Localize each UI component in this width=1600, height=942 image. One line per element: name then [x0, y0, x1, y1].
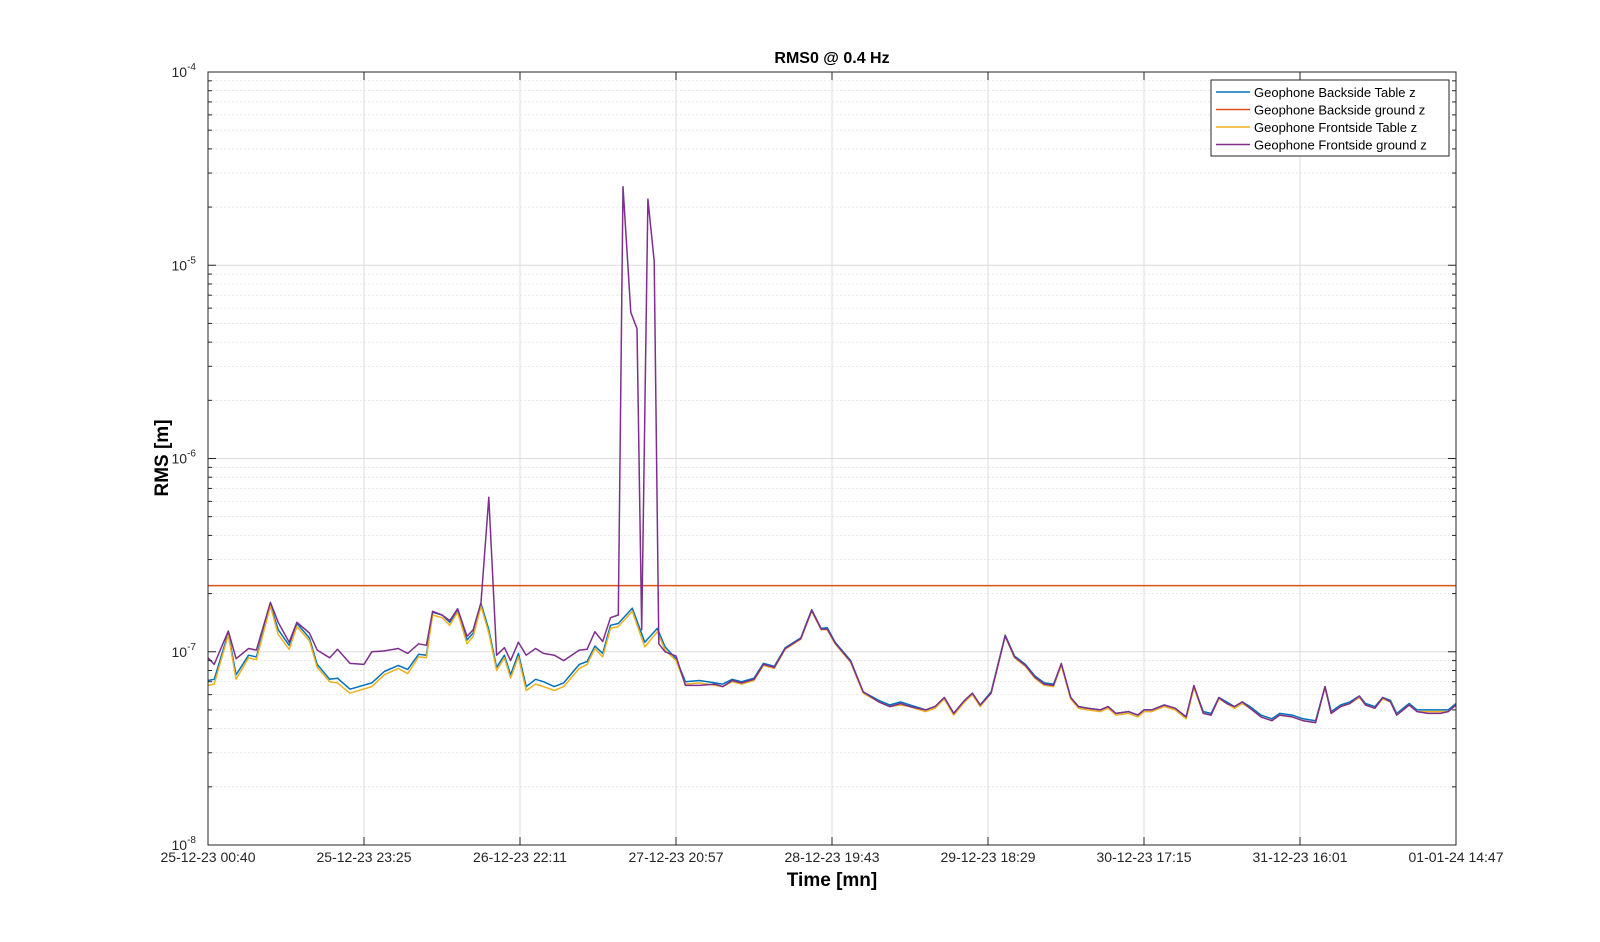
legend-box — [1210, 79, 1450, 157]
legend-label: Geophone Backside ground z — [1254, 103, 1425, 118]
legend-entry: Geophone Frontside ground z — [1216, 138, 1427, 153]
x-tick-label: 25-12-23 00:40 — [161, 849, 256, 865]
x-axis-label: Time [mn] — [787, 870, 877, 891]
legend-label: Geophone Frontside Table z — [1254, 120, 1417, 135]
y-tick-label: 10-4 — [172, 62, 197, 80]
x-tick-label: 25-12-23 23:25 — [317, 849, 412, 865]
y-tick-label: 10-5 — [172, 255, 197, 273]
legend: Geophone Backside Table z Geophone Backs… — [1210, 79, 1450, 157]
x-tick-label: 29-12-23 18:29 — [941, 849, 1036, 865]
x-tick-label: 28-12-23 19:43 — [785, 849, 880, 865]
legend-label: Geophone Frontside ground z — [1254, 138, 1427, 153]
series-line-4 — [208, 185, 1456, 724]
legend-entry: Geophone Backside Table z — [1216, 85, 1416, 100]
chart-title: RMS0 @ 0.4 Hz — [774, 50, 889, 67]
series-lines — [208, 185, 1456, 724]
ticks — [207, 71, 1457, 846]
x-tick-label: 30-12-23 17:15 — [1097, 849, 1192, 865]
legend-entry: Geophone Frontside Table z — [1216, 120, 1417, 135]
legend-entry: Geophone Backside ground z — [1216, 103, 1425, 118]
x-tick-label: 27-12-23 20:57 — [629, 849, 724, 865]
x-tick-label: 26-12-23 22:11 — [473, 849, 567, 865]
x-tick-label: 31-12-23 16:01 — [1253, 849, 1348, 865]
x-tick-labels: 25-12-23 00:40 25-12-23 23:25 26-12-23 22:… — [161, 849, 1504, 865]
y-tick-label: 10-6 — [172, 449, 197, 467]
legend-label: Geophone Backside Table z — [1254, 85, 1416, 100]
y-axis-label: RMS [m] — [152, 419, 173, 496]
y-tick-label: 10-8 — [172, 835, 197, 853]
y-tick-labels: 10-8 10-7 10-6 10-5 10-4 — [172, 62, 197, 853]
x-tick-label: 01-01-24 14:47 — [1409, 849, 1504, 865]
y-tick-label: 10-7 — [172, 642, 197, 660]
